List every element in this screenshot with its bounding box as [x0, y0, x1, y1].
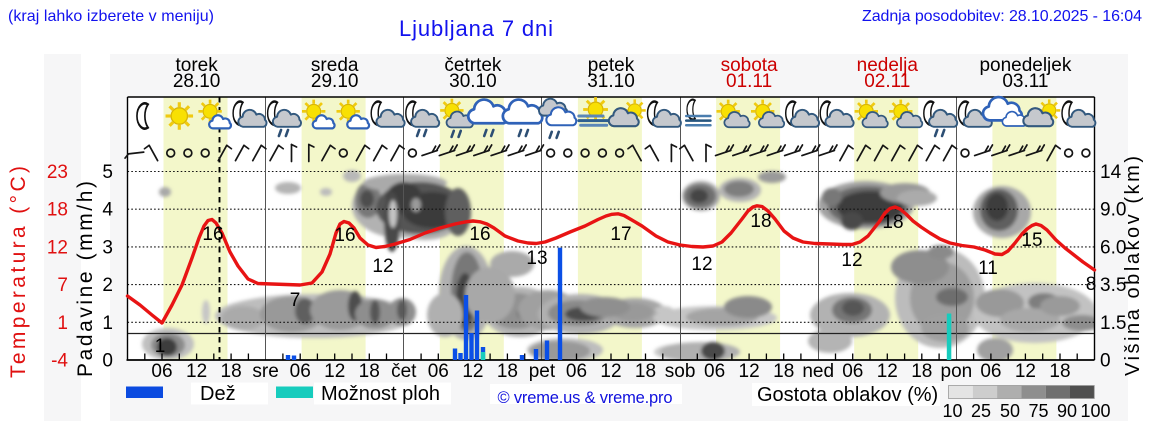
svg-text:12: 12: [47, 237, 68, 258]
svg-text:četrtek: četrtek: [444, 55, 502, 76]
svg-text:17: 17: [610, 224, 631, 245]
svg-text:sobota: sobota: [721, 55, 778, 76]
svg-text:sob: sob: [665, 361, 696, 382]
svg-text:16: 16: [469, 224, 490, 245]
svg-text:12: 12: [600, 361, 621, 382]
svg-text:11: 11: [978, 258, 998, 279]
svg-text:06: 06: [980, 361, 1001, 382]
svg-text:3: 3: [102, 237, 113, 258]
svg-text:Ljubljana 7 dni: Ljubljana 7 dni: [399, 16, 553, 41]
svg-text:02.11: 02.11: [864, 71, 910, 92]
svg-text:18: 18: [359, 361, 380, 382]
svg-text:Padavine (mm/h): Padavine (mm/h): [74, 181, 97, 377]
svg-text:4: 4: [102, 200, 113, 221]
svg-text:12: 12: [877, 361, 898, 382]
svg-text:1: 1: [57, 313, 68, 334]
svg-text:18: 18: [635, 361, 656, 382]
svg-text:Gostota oblakov (%): Gostota oblakov (%): [757, 384, 938, 406]
svg-text:1: 1: [102, 313, 113, 334]
svg-text:06: 06: [842, 361, 863, 382]
svg-text:1: 1: [155, 336, 166, 357]
svg-text:18: 18: [882, 212, 903, 233]
svg-text:100: 100: [1080, 401, 1110, 421]
svg-text:6.0: 6.0: [1100, 237, 1126, 258]
svg-text:03.11: 03.11: [1002, 71, 1048, 92]
svg-text:(kraj lahko izberete v meniju): (kraj lahko izberete v meniju): [8, 8, 214, 25]
svg-text:čet: čet: [391, 361, 417, 382]
svg-text:29.10: 29.10: [311, 71, 359, 92]
svg-text:sreda: sreda: [311, 55, 359, 76]
svg-text:12: 12: [691, 254, 712, 275]
svg-text:06: 06: [704, 361, 725, 382]
svg-text:18: 18: [47, 200, 68, 221]
svg-text:10: 10: [942, 401, 962, 421]
svg-text:1.5: 1.5: [1100, 313, 1126, 334]
svg-text:nedelja: nedelja: [857, 55, 919, 76]
svg-text:18: 18: [221, 361, 242, 382]
svg-text:2: 2: [102, 275, 113, 296]
svg-text:16: 16: [334, 225, 355, 246]
svg-text:16: 16: [202, 224, 223, 245]
svg-text:Možnost ploh: Možnost ploh: [321, 383, 440, 405]
svg-text:Zadnja posodobitev: 28.10.2025: Zadnja posodobitev: 28.10.2025 - 16:04: [862, 8, 1142, 25]
svg-text:5: 5: [102, 162, 113, 183]
svg-text:3.5: 3.5: [1100, 275, 1126, 296]
svg-text:petek: petek: [588, 55, 635, 76]
svg-text:ned: ned: [802, 361, 834, 382]
svg-text:12: 12: [186, 361, 207, 382]
svg-text:Dež: Dež: [200, 383, 236, 405]
svg-text:18: 18: [750, 211, 771, 232]
svg-text:28.10: 28.10: [173, 71, 221, 92]
svg-text:9.0: 9.0: [1100, 200, 1126, 221]
svg-text:50: 50: [1000, 401, 1020, 421]
svg-text:23: 23: [47, 162, 68, 183]
svg-text:90: 90: [1057, 401, 1077, 421]
svg-text:25: 25: [971, 401, 991, 421]
svg-text:12: 12: [841, 250, 862, 271]
svg-text:31.10: 31.10: [587, 71, 635, 92]
svg-text:sre: sre: [252, 361, 278, 382]
svg-text:13: 13: [526, 248, 547, 269]
svg-text:01.11: 01.11: [726, 71, 772, 92]
svg-text:12: 12: [739, 361, 760, 382]
svg-text:12: 12: [462, 361, 483, 382]
svg-text:30.10: 30.10: [449, 71, 497, 92]
svg-text:06: 06: [290, 361, 311, 382]
svg-text:06: 06: [428, 361, 449, 382]
svg-text:75: 75: [1028, 401, 1048, 421]
svg-text:12: 12: [1015, 361, 1036, 382]
svg-text:06: 06: [566, 361, 587, 382]
svg-text:15: 15: [1021, 230, 1042, 251]
svg-text:8: 8: [1086, 274, 1097, 295]
svg-text:© vreme.us & vreme.pro: © vreme.us & vreme.pro: [498, 389, 673, 407]
svg-text:7: 7: [290, 290, 301, 311]
svg-text:18: 18: [773, 361, 794, 382]
svg-text:18: 18: [911, 361, 932, 382]
svg-text:torek: torek: [175, 55, 218, 76]
svg-text:-4: -4: [51, 351, 68, 372]
svg-text:18: 18: [497, 361, 518, 382]
svg-text:0: 0: [1100, 351, 1111, 372]
svg-text:14: 14: [1100, 162, 1122, 183]
svg-text:ponedeljek: ponedeljek: [979, 55, 1071, 76]
svg-text:pon: pon: [941, 361, 973, 382]
svg-text:0: 0: [102, 351, 113, 372]
svg-text:7: 7: [57, 275, 68, 296]
svg-text:pet: pet: [529, 361, 556, 382]
svg-text:12: 12: [324, 361, 345, 382]
svg-text:12: 12: [372, 256, 393, 277]
svg-text:Temperatura (°C): Temperatura (°C): [7, 166, 30, 378]
svg-text:06: 06: [151, 361, 172, 382]
svg-text:18: 18: [1049, 361, 1070, 382]
